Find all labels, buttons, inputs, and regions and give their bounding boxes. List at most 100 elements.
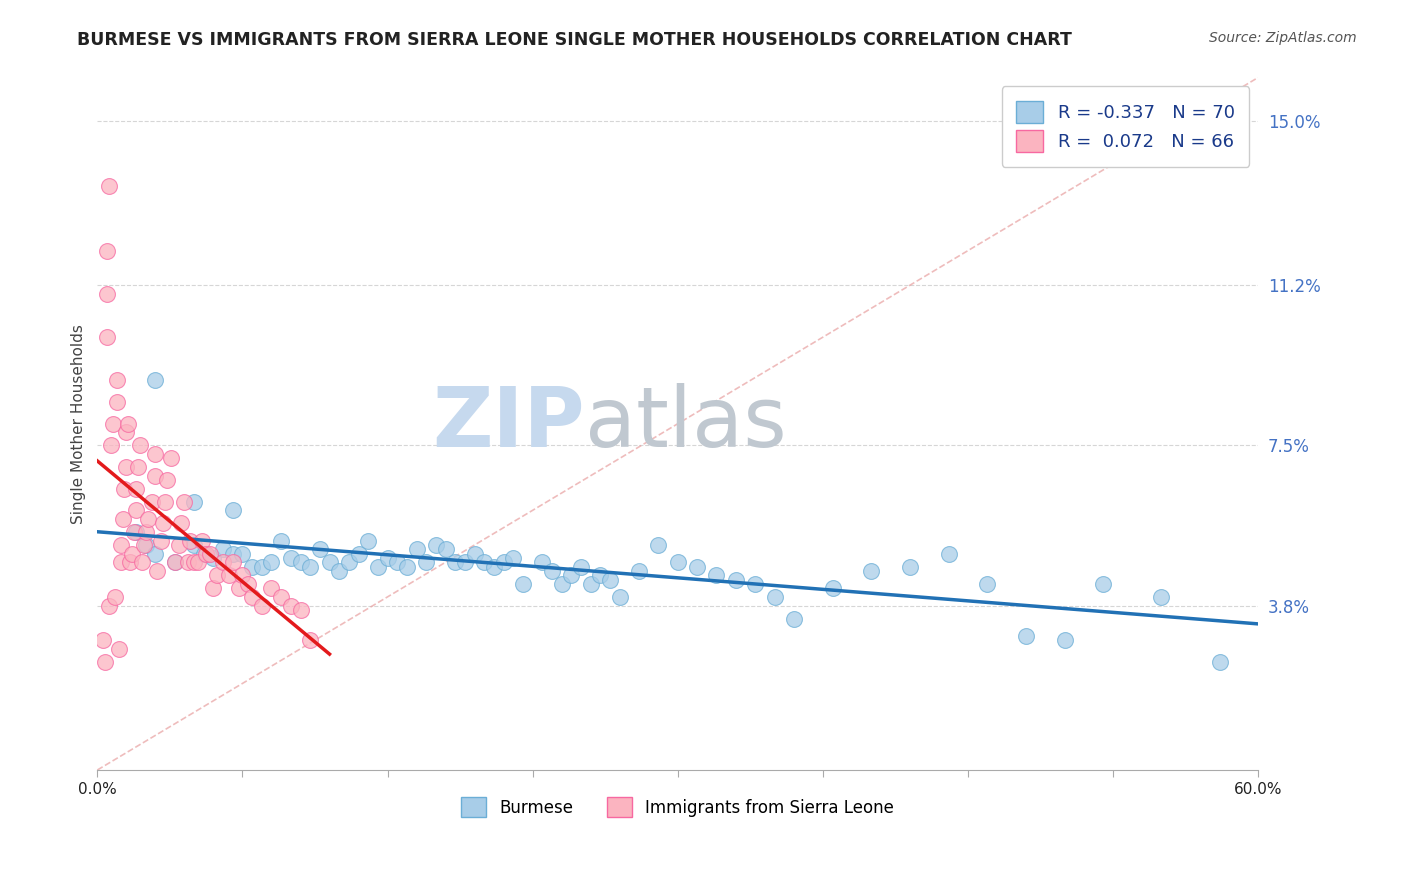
Legend: Burmese, Immigrants from Sierra Leone: Burmese, Immigrants from Sierra Leone — [454, 790, 901, 824]
Point — [125, 524, 148, 539]
Point — [222, 547, 245, 561]
Point — [270, 533, 292, 548]
Point — [222, 555, 245, 569]
Point — [193, 547, 215, 561]
Point — [763, 590, 786, 604]
Point — [117, 417, 139, 431]
Point — [1015, 629, 1038, 643]
Point — [318, 555, 340, 569]
Point — [551, 577, 574, 591]
Point — [415, 555, 437, 569]
Point — [177, 555, 200, 569]
Text: atlas: atlas — [585, 384, 787, 464]
Point — [152, 516, 174, 531]
Point — [163, 555, 186, 569]
Point — [135, 524, 157, 539]
Point — [541, 564, 564, 578]
Point — [482, 559, 505, 574]
Point — [328, 564, 350, 578]
Point — [628, 564, 651, 578]
Point — [1053, 633, 1076, 648]
Point — [96, 244, 118, 258]
Point — [377, 550, 399, 565]
Point — [212, 542, 235, 557]
Point — [101, 417, 124, 431]
Point — [191, 533, 214, 548]
Point — [94, 655, 117, 669]
Point — [560, 568, 582, 582]
Point — [129, 438, 152, 452]
Point — [280, 550, 302, 565]
Point — [145, 468, 167, 483]
Point — [290, 603, 312, 617]
Point — [153, 494, 176, 508]
Point — [141, 494, 163, 508]
Point — [183, 538, 205, 552]
Point — [187, 555, 209, 569]
Point — [579, 577, 602, 591]
Point — [290, 555, 312, 569]
Point — [454, 555, 477, 569]
Point — [569, 559, 592, 574]
Point — [104, 590, 127, 604]
Point — [647, 538, 669, 552]
Point — [821, 581, 844, 595]
Point — [502, 550, 524, 565]
Point — [724, 573, 747, 587]
Point — [231, 547, 253, 561]
Point — [150, 533, 173, 548]
Point — [115, 460, 138, 475]
Point — [160, 451, 183, 466]
Point — [111, 512, 134, 526]
Point — [599, 573, 621, 587]
Point — [357, 533, 380, 548]
Point — [299, 559, 322, 574]
Point — [938, 547, 960, 561]
Point — [347, 547, 370, 561]
Point — [96, 286, 118, 301]
Point — [97, 599, 120, 613]
Point — [434, 542, 457, 557]
Point — [609, 590, 631, 604]
Point — [238, 577, 260, 591]
Point — [114, 482, 136, 496]
Point — [976, 577, 998, 591]
Point — [179, 533, 201, 548]
Point — [222, 503, 245, 517]
Point — [1092, 577, 1115, 591]
Point — [260, 581, 283, 595]
Point — [173, 494, 195, 508]
Point — [120, 555, 142, 569]
Point — [194, 547, 217, 561]
Point — [145, 447, 167, 461]
Point — [240, 590, 263, 604]
Point — [299, 633, 322, 648]
Point — [492, 555, 515, 569]
Point — [280, 599, 302, 613]
Point — [115, 425, 138, 440]
Point — [250, 599, 273, 613]
Point — [706, 568, 728, 582]
Point — [100, 438, 122, 452]
Text: ZIP: ZIP — [433, 384, 585, 464]
Point — [228, 581, 250, 595]
Point — [122, 524, 145, 539]
Point — [231, 568, 253, 582]
Point — [1150, 590, 1173, 604]
Point — [472, 555, 495, 569]
Point — [1208, 655, 1230, 669]
Point — [744, 577, 766, 591]
Point — [464, 547, 486, 561]
Point — [212, 555, 235, 569]
Point — [198, 547, 221, 561]
Point — [337, 555, 360, 569]
Point — [145, 373, 167, 387]
Point — [240, 559, 263, 574]
Point — [260, 555, 283, 569]
Point — [405, 542, 427, 557]
Point — [156, 473, 179, 487]
Point — [163, 555, 186, 569]
Point — [136, 512, 159, 526]
Point — [425, 538, 447, 552]
Point — [395, 559, 418, 574]
